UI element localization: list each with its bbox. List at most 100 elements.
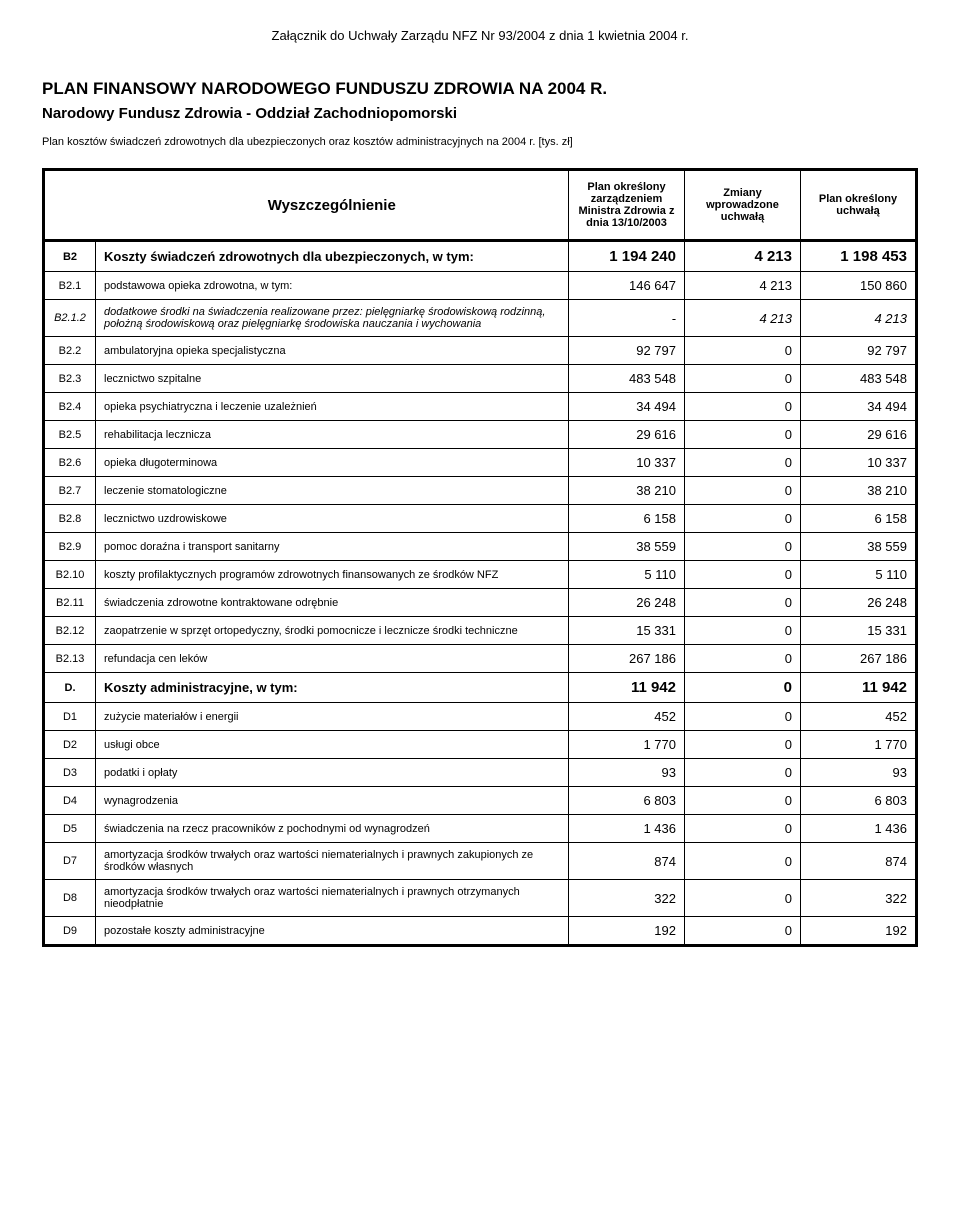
row-value-zmiany: 4 213 (685, 272, 801, 300)
row-code: D9 (44, 917, 96, 946)
row-value-zmiany: 0 (685, 533, 801, 561)
row-value-zmiany: 0 (685, 815, 801, 843)
row-code: B2.6 (44, 449, 96, 477)
row-code: B2.3 (44, 365, 96, 393)
row-value-plan-ministra: 38 559 (569, 533, 685, 561)
row-value-plan-uchwala: 92 797 (801, 337, 917, 365)
row-value-zmiany: 0 (685, 880, 801, 917)
row-value-zmiany: 0 (685, 589, 801, 617)
table-row: D1zużycie materiałów i energii4520452 (44, 703, 917, 731)
row-label: refundacja cen leków (96, 645, 569, 673)
table-row: D8amortyzacja środków trwałych oraz wart… (44, 880, 917, 917)
row-value-plan-uchwala: 15 331 (801, 617, 917, 645)
row-value-plan-ministra: 26 248 (569, 589, 685, 617)
table-row: B2.4opieka psychiatryczna i leczenie uza… (44, 393, 917, 421)
table-row: D.Koszty administracyjne, w tym:11 94201… (44, 673, 917, 703)
row-value-plan-ministra: 1 436 (569, 815, 685, 843)
row-value-zmiany: 0 (685, 759, 801, 787)
row-value-plan-uchwala: 38 210 (801, 477, 917, 505)
row-value-plan-ministra: 1 194 240 (569, 241, 685, 272)
row-label: zużycie materiałów i energii (96, 703, 569, 731)
row-label: Koszty administracyjne, w tym: (96, 673, 569, 703)
row-code: B2.5 (44, 421, 96, 449)
row-value-plan-ministra: 322 (569, 880, 685, 917)
row-label: usługi obce (96, 731, 569, 759)
header-col-zmiany: Zmiany wprowadzone uchwałą (685, 170, 801, 241)
page-title: PLAN FINANSOWY NARODOWEGO FUNDUSZU ZDROW… (42, 79, 918, 99)
row-code: B2.1 (44, 272, 96, 300)
row-value-plan-ministra: 267 186 (569, 645, 685, 673)
row-value-plan-ministra: 483 548 (569, 365, 685, 393)
table-row: B2.9pomoc doraźna i transport sanitarny3… (44, 533, 917, 561)
row-value-zmiany: 0 (685, 477, 801, 505)
row-label: zaopatrzenie w sprzęt ortopedyczny, środ… (96, 617, 569, 645)
row-code: B2 (44, 241, 96, 272)
row-code: B2.13 (44, 645, 96, 673)
table-row: D7amortyzacja środków trwałych oraz wart… (44, 843, 917, 880)
row-code: D2 (44, 731, 96, 759)
row-value-plan-ministra: 29 616 (569, 421, 685, 449)
header-spacer (44, 170, 96, 241)
table-row: D4wynagrodzenia6 80306 803 (44, 787, 917, 815)
table-row: D3podatki i opłaty93093 (44, 759, 917, 787)
row-value-plan-uchwala: 10 337 (801, 449, 917, 477)
row-code: B2.7 (44, 477, 96, 505)
table-row: B2Koszty świadczeń zdrowotnych dla ubezp… (44, 241, 917, 272)
table-row: B2.3lecznictwo szpitalne483 5480483 548 (44, 365, 917, 393)
row-value-zmiany: 0 (685, 843, 801, 880)
row-value-plan-ministra: 874 (569, 843, 685, 880)
row-value-zmiany: 0 (685, 731, 801, 759)
row-label: podatki i opłaty (96, 759, 569, 787)
row-label: świadczenia zdrowotne kontraktowane odrę… (96, 589, 569, 617)
table-row: B2.1podstawowa opieka zdrowotna, w tym:1… (44, 272, 917, 300)
row-label: podstawowa opieka zdrowotna, w tym: (96, 272, 569, 300)
row-value-plan-uchwala: 11 942 (801, 673, 917, 703)
row-value-plan-uchwala: 1 770 (801, 731, 917, 759)
row-label: leczenie stomatologiczne (96, 477, 569, 505)
row-value-plan-uchwala: 5 110 (801, 561, 917, 589)
row-label: opieka długoterminowa (96, 449, 569, 477)
row-value-plan-uchwala: 1 198 453 (801, 241, 917, 272)
row-value-zmiany: 0 (685, 787, 801, 815)
row-value-plan-uchwala: 29 616 (801, 421, 917, 449)
row-value-plan-ministra: 452 (569, 703, 685, 731)
row-value-zmiany: 0 (685, 393, 801, 421)
row-code: B2.10 (44, 561, 96, 589)
row-label: Koszty świadczeń zdrowotnych dla ubezpie… (96, 241, 569, 272)
table-row: B2.13refundacja cen leków267 1860267 186 (44, 645, 917, 673)
row-label: pozostałe koszty administracyjne (96, 917, 569, 946)
row-value-plan-uchwala: 6 803 (801, 787, 917, 815)
row-value-plan-ministra: 146 647 (569, 272, 685, 300)
row-label: rehabilitacja lecznicza (96, 421, 569, 449)
table-row: B2.11świadczenia zdrowotne kontraktowane… (44, 589, 917, 617)
row-code: D4 (44, 787, 96, 815)
row-code: D1 (44, 703, 96, 731)
row-value-plan-uchwala: 874 (801, 843, 917, 880)
row-code: B2.2 (44, 337, 96, 365)
row-value-zmiany: 4 213 (685, 241, 801, 272)
row-value-zmiany: 0 (685, 449, 801, 477)
row-code: B2.1.2 (44, 300, 96, 337)
row-value-plan-uchwala: 192 (801, 917, 917, 946)
row-value-plan-uchwala: 1 436 (801, 815, 917, 843)
row-code: D5 (44, 815, 96, 843)
row-code: B2.8 (44, 505, 96, 533)
row-value-plan-uchwala: 483 548 (801, 365, 917, 393)
header-wyszczegolnienie: Wyszczególnienie (96, 170, 569, 241)
row-label: wynagrodzenia (96, 787, 569, 815)
table-row: D9pozostałe koszty administracyjne192019… (44, 917, 917, 946)
row-value-plan-uchwala: 93 (801, 759, 917, 787)
row-code: B2.11 (44, 589, 96, 617)
row-label: opieka psychiatryczna i leczenie uzależn… (96, 393, 569, 421)
row-value-plan-uchwala: 4 213 (801, 300, 917, 337)
page-subtitle: Narodowy Fundusz Zdrowia - Oddział Zacho… (42, 105, 918, 122)
row-value-zmiany: 0 (685, 421, 801, 449)
row-label: lecznictwo szpitalne (96, 365, 569, 393)
row-value-plan-uchwala: 150 860 (801, 272, 917, 300)
row-value-plan-ministra: 10 337 (569, 449, 685, 477)
row-code: D3 (44, 759, 96, 787)
row-value-plan-ministra: 93 (569, 759, 685, 787)
row-value-zmiany: 0 (685, 337, 801, 365)
table-row: B2.8lecznictwo uzdrowiskowe6 15806 158 (44, 505, 917, 533)
row-label: świadczenia na rzecz pracowników z pocho… (96, 815, 569, 843)
